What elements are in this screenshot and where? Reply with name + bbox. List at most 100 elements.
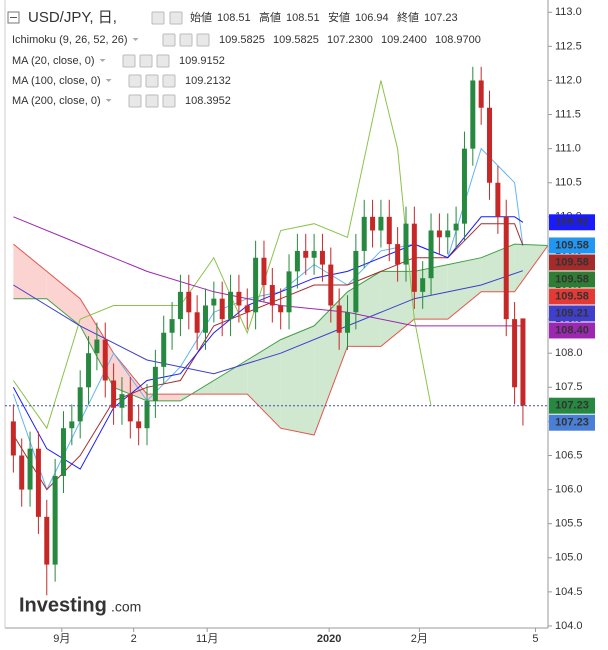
candle-body xyxy=(261,257,267,286)
candle-body xyxy=(52,475,58,565)
price-tag xyxy=(549,271,595,288)
dropdown-arrow[interactable] xyxy=(132,38,139,41)
indicator-value: 109.5825 xyxy=(219,34,265,46)
price-tag xyxy=(549,397,595,414)
dropdown-arrow[interactable] xyxy=(99,59,106,62)
candle-body xyxy=(461,148,467,224)
candle-body xyxy=(411,223,417,292)
candle-body xyxy=(253,257,259,313)
price-tag xyxy=(549,305,595,322)
y-tick-label: 105.0 xyxy=(555,552,583,564)
price-tag-label: 109.58 xyxy=(555,239,589,251)
candle-body xyxy=(69,421,75,429)
settings-icon[interactable] xyxy=(122,54,136,68)
ohlc-label: 始値 xyxy=(190,10,212,24)
indicator-value: 109.5825 xyxy=(273,34,319,46)
dropdown-arrow[interactable] xyxy=(105,79,112,82)
candle-body xyxy=(228,291,234,320)
y-tick-label: 112.5 xyxy=(555,40,582,52)
price-tag-label: 108.40 xyxy=(555,324,589,336)
cloud-segment xyxy=(46,271,81,326)
settings-icon[interactable] xyxy=(128,94,142,108)
settings-icon[interactable] xyxy=(162,74,176,88)
price-tag-label: 107.23 xyxy=(555,417,589,429)
settings-icon[interactable] xyxy=(128,74,142,88)
price-tag-label: 109.92 xyxy=(555,216,589,228)
y-tick-label: 107.5 xyxy=(555,381,583,393)
candle-body xyxy=(169,319,175,333)
symbol: USD/JPY, 日, xyxy=(28,9,117,26)
senkou-span-b xyxy=(13,243,549,436)
candle-body xyxy=(487,107,493,183)
settings-icon[interactable] xyxy=(145,74,159,88)
candle-body xyxy=(470,80,476,149)
candle-body xyxy=(60,428,66,476)
indicator-value: 108.9700 xyxy=(435,34,481,46)
price-tag xyxy=(549,254,595,271)
candle-body xyxy=(286,271,292,313)
senkou-span-a xyxy=(13,243,549,402)
settings-icon[interactable] xyxy=(162,94,176,108)
candle-body xyxy=(102,339,108,381)
settings-icon[interactable] xyxy=(179,33,193,47)
price-tag xyxy=(549,414,595,431)
cloud-segment xyxy=(380,271,415,347)
ohlc-value: 108.51 xyxy=(217,12,251,24)
candle-body xyxy=(111,380,117,408)
candle-body xyxy=(478,80,484,108)
candle-body xyxy=(512,319,518,388)
logo-suffix: .com xyxy=(111,599,141,615)
candle-body xyxy=(303,250,309,258)
legend: USD/JPY, 日, 始値 108.51 高値 108.51 安値 106.94 終値 107… xyxy=(7,9,481,616)
candle-body xyxy=(144,400,150,429)
candle-body xyxy=(495,182,501,217)
settings-icon[interactable] xyxy=(151,11,165,25)
settings-icon[interactable] xyxy=(139,54,153,68)
candle-body xyxy=(244,305,250,313)
x-tick-label: 9月 xyxy=(53,633,70,645)
indicator-value: 109.2400 xyxy=(381,34,427,46)
y-tick-label: 112.0 xyxy=(555,74,582,86)
price-tag-label: 109.21 xyxy=(555,307,589,319)
candle-body xyxy=(94,339,100,354)
settings-icon[interactable] xyxy=(196,33,210,47)
indicator-name: Ichimoku (9, 26, 52, 26) xyxy=(12,34,128,46)
candle-body xyxy=(202,305,208,333)
candle-body xyxy=(370,216,376,231)
candle-body xyxy=(177,291,183,320)
candle-body xyxy=(403,223,409,265)
candle-body xyxy=(336,305,342,333)
settings-icon[interactable] xyxy=(145,94,159,108)
candle-body xyxy=(345,312,351,333)
candle-body xyxy=(211,298,217,306)
dropdown-arrow[interactable] xyxy=(105,99,112,102)
settings-icon[interactable] xyxy=(156,54,170,68)
candle-body xyxy=(194,312,200,333)
candle-body xyxy=(436,230,442,238)
ohlc-value: 108.51 xyxy=(286,12,320,24)
candle-body xyxy=(86,353,92,388)
price-tag xyxy=(549,214,595,231)
x-tick-label: 11月 xyxy=(196,633,218,645)
candle-body xyxy=(319,250,325,265)
candle-body xyxy=(378,216,384,231)
x-tick-label: 2020 xyxy=(317,633,341,645)
candle-body xyxy=(152,366,158,401)
candle-body xyxy=(136,421,142,429)
cloud-segment xyxy=(213,360,248,395)
candle-body xyxy=(311,250,317,258)
candle-body xyxy=(19,455,25,490)
ohlc-label: 高値 xyxy=(259,10,281,24)
settings-icon[interactable] xyxy=(162,33,176,47)
ohlc-label: 終値 xyxy=(397,10,419,24)
indicator-name: MA (100, close, 0) xyxy=(12,75,101,87)
candle-body xyxy=(278,305,284,313)
price-tag xyxy=(549,322,595,339)
settings-icon[interactable] xyxy=(169,11,183,25)
candle-body xyxy=(77,387,83,422)
price-tag-label: 109.58 xyxy=(555,256,589,268)
y-tick-label: 113.0 xyxy=(555,6,582,18)
y-tick-label: 105.5 xyxy=(555,518,583,530)
candle-body xyxy=(35,448,41,517)
price-tag-label: 107.23 xyxy=(555,400,589,412)
